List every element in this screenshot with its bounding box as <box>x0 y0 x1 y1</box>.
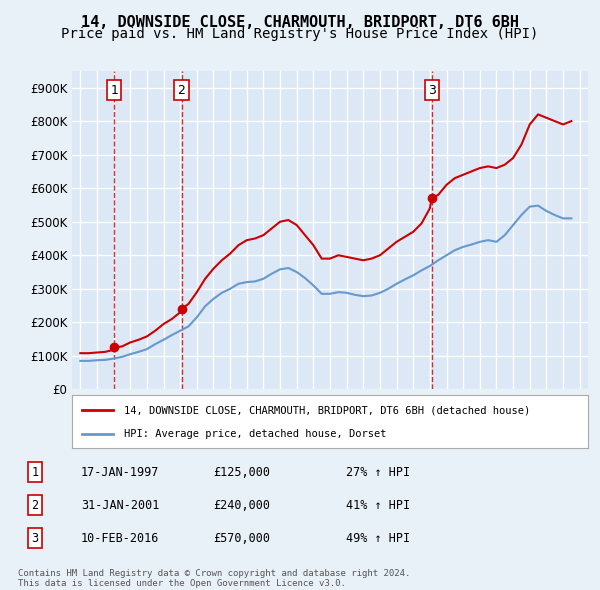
Text: 41% ↑ HPI: 41% ↑ HPI <box>346 499 410 512</box>
Text: 2: 2 <box>31 499 38 512</box>
Text: £125,000: £125,000 <box>214 466 271 478</box>
Text: £570,000: £570,000 <box>214 532 271 545</box>
Text: 3: 3 <box>31 532 38 545</box>
Text: 3: 3 <box>428 84 436 97</box>
Text: 10-FEB-2016: 10-FEB-2016 <box>81 532 160 545</box>
Text: Price paid vs. HM Land Registry's House Price Index (HPI): Price paid vs. HM Land Registry's House … <box>61 27 539 41</box>
Text: HPI: Average price, detached house, Dorset: HPI: Average price, detached house, Dors… <box>124 428 386 438</box>
Text: 17-JAN-1997: 17-JAN-1997 <box>81 466 160 478</box>
Text: 27% ↑ HPI: 27% ↑ HPI <box>346 466 410 478</box>
Text: 14, DOWNSIDE CLOSE, CHARMOUTH, BRIDPORT, DT6 6BH: 14, DOWNSIDE CLOSE, CHARMOUTH, BRIDPORT,… <box>81 15 519 30</box>
Text: 31-JAN-2001: 31-JAN-2001 <box>81 499 160 512</box>
Text: 49% ↑ HPI: 49% ↑ HPI <box>346 532 410 545</box>
Text: Contains HM Land Registry data © Crown copyright and database right 2024.
This d: Contains HM Land Registry data © Crown c… <box>18 569 410 588</box>
Text: 1: 1 <box>31 466 38 478</box>
Text: £240,000: £240,000 <box>214 499 271 512</box>
Text: 14, DOWNSIDE CLOSE, CHARMOUTH, BRIDPORT, DT6 6BH (detached house): 14, DOWNSIDE CLOSE, CHARMOUTH, BRIDPORT,… <box>124 405 530 415</box>
Text: 1: 1 <box>110 84 118 97</box>
Text: 2: 2 <box>178 84 185 97</box>
